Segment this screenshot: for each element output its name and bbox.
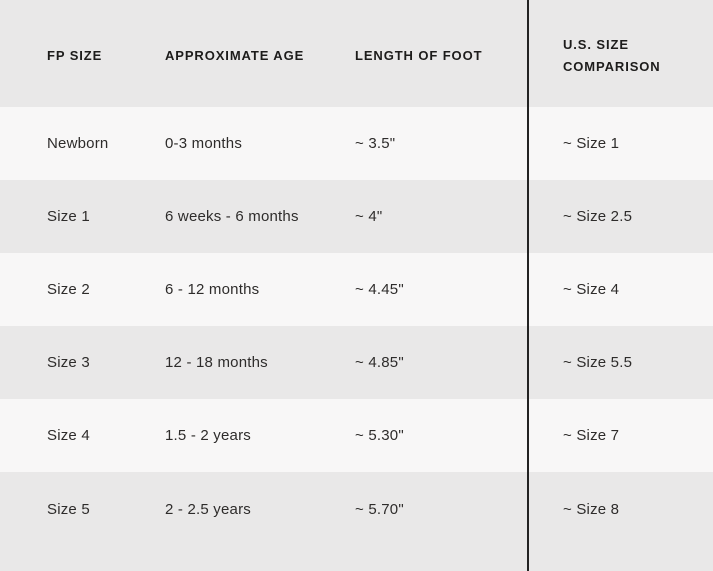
us-size-value: ~ Size 5.5 [563,354,633,371]
us-size-value: ~ Size 1 [563,135,620,152]
age-value: 0-3 months [165,135,243,152]
fp-size-value: Size 4 [47,427,90,444]
foot-length-value: ~ 4" [355,208,383,225]
table-row-size-5: Size 5 2 - 2.5 years ~ 5.70" ~ Size 8 [0,472,713,571]
column-header-us-size-comparison: U.S. SIZE COMPARISON [563,36,661,74]
us-size-value: ~ Size 4 [563,281,620,298]
age-value: 6 - 12 months [165,281,260,298]
table-row-size-2: Size 2 6 - 12 months ~ 4.45" ~ Size 4 [0,253,713,326]
foot-length-value: ~ 4.45" [355,281,404,298]
fp-size-value: Size 2 [47,281,90,298]
foot-length-value: ~ 5.70" [355,500,404,518]
table-row-newborn: Newborn 0-3 months ~ 3.5" ~ Size 1 [0,107,713,180]
age-value: 6 weeks - 6 months [165,208,299,225]
foot-length-value: ~ 3.5" [355,135,396,152]
age-value: 2 - 2.5 years [165,500,251,518]
age-value: 1.5 - 2 years [165,427,251,444]
us-size-value: ~ Size 8 [563,500,620,518]
us-size-value: ~ Size 7 [563,427,620,444]
column-header-fp-size: FP SIZE [47,47,103,63]
column-divider-line [527,0,529,571]
column-header-length-of-foot: LENGTH OF FOOT [355,47,483,63]
fp-size-value: Size 1 [47,208,90,225]
age-value: 12 - 18 months [165,354,268,371]
column-header-approximate-age: APPROXIMATE AGE [165,47,305,63]
fp-size-value: Size 3 [47,354,90,371]
foot-length-value: ~ 5.30" [355,427,404,444]
table-row-size-1: Size 1 6 weeks - 6 months ~ 4" ~ Size 2.… [0,180,713,253]
foot-length-value: ~ 4.85" [355,354,404,371]
table-header-row: FP SIZE APPROXIMATE AGE LENGTH OF FOOT U… [0,0,713,107]
fp-size-value: Newborn [47,135,109,152]
us-size-value: ~ Size 2.5 [563,208,633,225]
table-row-size-3: Size 3 12 - 18 months ~ 4.85" ~ Size 5.5 [0,326,713,399]
table-row-size-4: Size 4 1.5 - 2 years ~ 5.30" ~ Size 7 [0,399,713,472]
fp-size-value: Size 5 [47,500,90,518]
